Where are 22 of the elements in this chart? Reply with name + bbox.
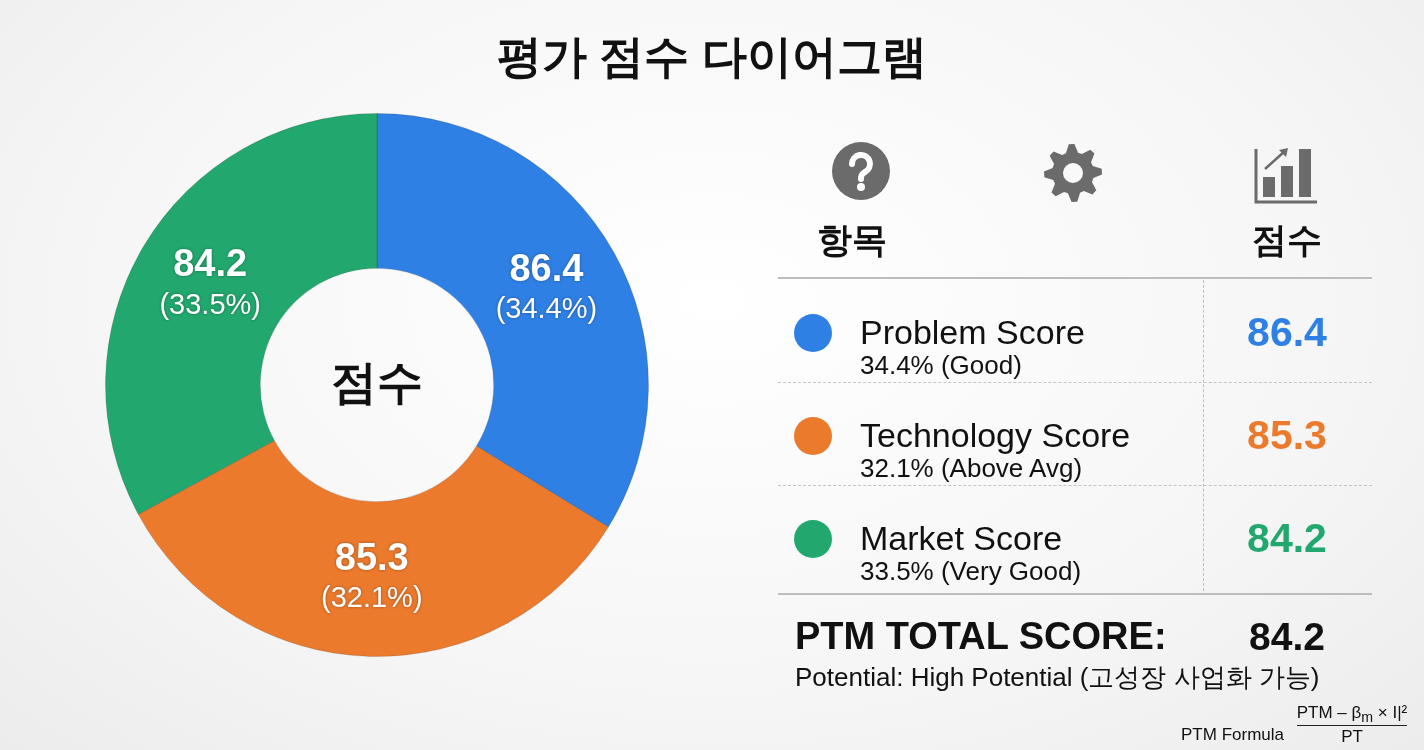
data-label: 85.3 (32.1%) bbox=[320, 535, 423, 614]
text: 점수 bbox=[331, 355, 423, 408]
text: 32.1% (Above Avg) bbox=[860, 453, 1083, 484]
text: Potential: High Potential (고성장 사업화 가능) bbox=[795, 662, 1320, 693]
data-label: 84.2 (33.5%) bbox=[159, 242, 261, 320]
text: 84.2 bbox=[1247, 515, 1327, 563]
legend-label: Technology Score bbox=[860, 416, 1131, 456]
text: 86.4 bbox=[1247, 309, 1327, 357]
text: 85.3 bbox=[1247, 412, 1327, 460]
text: PT bbox=[1341, 727, 1363, 747]
legend-title: 항목 bbox=[817, 219, 887, 261]
text: 33.5% (Very Good) bbox=[860, 556, 1082, 587]
text: 점수 bbox=[1252, 219, 1322, 261]
text: PTM – β$_{m}$ × I|² bbox=[1296, 702, 1408, 726]
text: 84.2 bbox=[1249, 614, 1325, 660]
legend-label: Problem Score bbox=[860, 313, 1085, 353]
legend-label: Market Score bbox=[860, 519, 1063, 559]
text: PTM Formula bbox=[1181, 725, 1284, 745]
data-label: 86.4 (34.4%) bbox=[495, 246, 598, 325]
text: PTM TOTAL SCORE: bbox=[795, 615, 1167, 659]
text: 34.4% (Good) bbox=[860, 350, 1022, 381]
chart-title: 평가 점수 다이어그램 bbox=[496, 31, 928, 83]
